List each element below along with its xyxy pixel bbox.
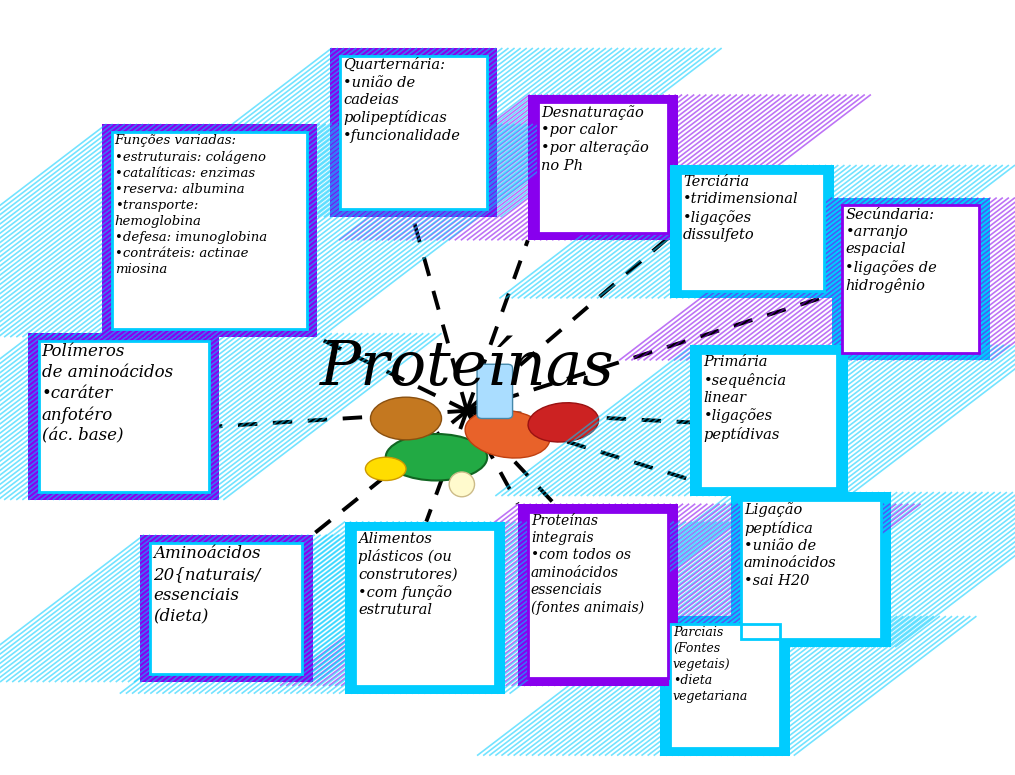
Text: Parciais
(Fontes
vegetais)
•dieta
vegetariana: Parciais (Fontes vegetais) •dieta vegeta… bbox=[673, 626, 748, 703]
Text: Primária
•sequência
linear
•ligações
peptídivas: Primária •sequência linear •ligações pep… bbox=[703, 355, 787, 442]
FancyBboxPatch shape bbox=[112, 132, 307, 329]
FancyBboxPatch shape bbox=[538, 102, 668, 232]
Text: Polímeros
de aminoácidos
•caráter
anfotéro
(ác. base): Polímeros de aminoácidos •caráter anfoté… bbox=[42, 343, 173, 445]
Text: Proteínas: Proteínas bbox=[320, 338, 614, 398]
FancyBboxPatch shape bbox=[340, 56, 487, 209]
FancyBboxPatch shape bbox=[528, 512, 668, 678]
Ellipse shape bbox=[370, 397, 442, 440]
FancyBboxPatch shape bbox=[39, 341, 209, 492]
FancyBboxPatch shape bbox=[140, 535, 313, 682]
FancyBboxPatch shape bbox=[670, 624, 780, 748]
Text: Alimentos
plásticos (ou
construtores)
•com função
estrutural: Alimentos plásticos (ou construtores) •c… bbox=[358, 532, 458, 617]
FancyBboxPatch shape bbox=[832, 198, 990, 360]
FancyBboxPatch shape bbox=[842, 205, 979, 353]
FancyBboxPatch shape bbox=[731, 492, 891, 647]
Text: Proteínas
integrais
•com todos os
aminoácidos
essenciais
(fontes animais): Proteínas integrais •com todos os aminoá… bbox=[531, 514, 644, 615]
FancyBboxPatch shape bbox=[150, 542, 302, 674]
FancyBboxPatch shape bbox=[700, 353, 837, 488]
Ellipse shape bbox=[386, 434, 487, 480]
FancyBboxPatch shape bbox=[690, 345, 848, 496]
Ellipse shape bbox=[528, 403, 599, 442]
FancyBboxPatch shape bbox=[680, 173, 824, 291]
Text: Ligação
peptídica
•união de
aminoácidos
•sai H20: Ligação peptídica •união de aminoácidos … bbox=[744, 502, 836, 587]
FancyBboxPatch shape bbox=[477, 364, 513, 419]
FancyBboxPatch shape bbox=[700, 353, 837, 488]
FancyBboxPatch shape bbox=[842, 205, 979, 353]
FancyBboxPatch shape bbox=[660, 616, 790, 756]
Text: Secúndaria:
•arranjo
espacial
•ligações de
hidrogênio: Secúndaria: •arranjo espacial •ligações … bbox=[845, 208, 937, 294]
FancyBboxPatch shape bbox=[741, 500, 881, 639]
FancyBboxPatch shape bbox=[680, 173, 824, 291]
Text: Funções variadas:
•estruturais: colágeno
•catalíticas: enzimas
•reserva: albumin: Funções variadas: •estruturais: colágeno… bbox=[115, 134, 267, 276]
Text: Aminoácidos
20{naturais/
essenciais
(dieta): Aminoácidos 20{naturais/ essenciais (die… bbox=[153, 545, 261, 625]
FancyBboxPatch shape bbox=[518, 504, 678, 686]
FancyBboxPatch shape bbox=[340, 56, 487, 209]
Ellipse shape bbox=[365, 457, 406, 480]
Ellipse shape bbox=[465, 410, 550, 458]
FancyBboxPatch shape bbox=[670, 624, 780, 748]
Ellipse shape bbox=[449, 472, 474, 497]
FancyBboxPatch shape bbox=[741, 500, 881, 639]
FancyBboxPatch shape bbox=[528, 95, 678, 240]
Text: Terciária
•tridimensional
•ligações
dissulfeto: Terciária •tridimensional •ligações diss… bbox=[683, 175, 799, 243]
FancyBboxPatch shape bbox=[355, 529, 495, 686]
FancyBboxPatch shape bbox=[102, 124, 317, 337]
FancyBboxPatch shape bbox=[355, 529, 495, 686]
FancyBboxPatch shape bbox=[538, 102, 668, 232]
FancyBboxPatch shape bbox=[150, 542, 302, 674]
FancyBboxPatch shape bbox=[28, 333, 219, 500]
Text: Quarternária:
•união de
cadeias
polipeptídicas
•funcionalidade: Quarternária: •união de cadeias polipept… bbox=[343, 58, 461, 143]
FancyBboxPatch shape bbox=[528, 512, 668, 678]
FancyBboxPatch shape bbox=[670, 165, 834, 298]
FancyBboxPatch shape bbox=[330, 48, 497, 217]
FancyBboxPatch shape bbox=[39, 341, 209, 492]
Text: Desnaturação
•por calor
•por alteração
no Ph: Desnaturação •por calor •por alteração n… bbox=[541, 105, 649, 173]
FancyBboxPatch shape bbox=[345, 522, 505, 694]
FancyBboxPatch shape bbox=[112, 132, 307, 329]
